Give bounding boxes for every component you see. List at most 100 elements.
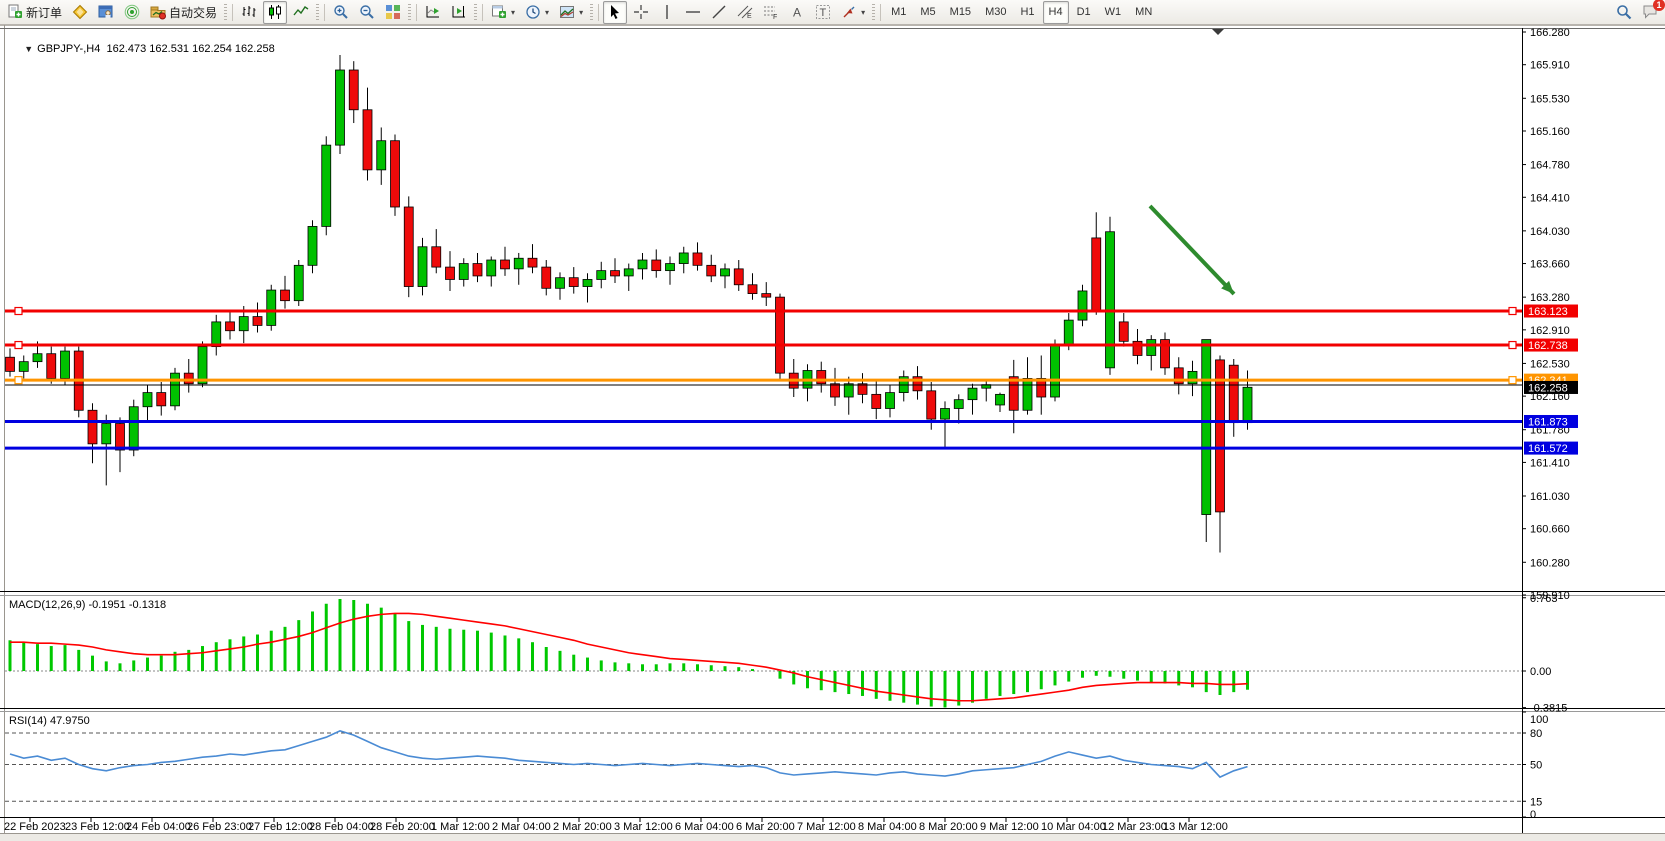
periods-button[interactable]: ▾ xyxy=(521,1,553,24)
bullish-candle xyxy=(1146,339,1157,356)
bullish-candle xyxy=(1022,378,1033,411)
new-order-button[interactable]: 新订单 xyxy=(3,1,66,24)
rsi-line xyxy=(9,730,1248,779)
toolbar-separator xyxy=(324,3,326,21)
timeframe-h1[interactable]: H1 xyxy=(1014,1,1040,24)
toolbar-group-separator xyxy=(224,3,228,21)
bullish-candle xyxy=(596,270,607,280)
timeframe-m5[interactable]: M5 xyxy=(914,1,941,24)
svg-text:F: F xyxy=(773,14,777,20)
candlestick-chart-button[interactable] xyxy=(263,0,288,24)
new-chart-button[interactable]: ▾ xyxy=(487,1,519,24)
time-tick-label: 23 Feb 12:00 xyxy=(65,821,130,833)
dropdown-caret-icon[interactable]: ▾ xyxy=(545,7,550,17)
zoom-in-button[interactable] xyxy=(329,1,353,24)
chart-title[interactable]: ▼ GBPJPY-,H4 162.473 162.531 162.254 162.… xyxy=(12,31,274,67)
horizontal-line[interactable]: 163.123 xyxy=(5,304,1578,319)
bearish-candle xyxy=(871,393,882,409)
zoom-out-button[interactable] xyxy=(355,1,379,24)
new-order-button-label: 新订单 xyxy=(26,5,63,20)
timeframe-d1[interactable]: D1 xyxy=(1071,1,1097,24)
search-button[interactable] xyxy=(1612,1,1636,24)
toolbar-group-separator xyxy=(590,3,594,21)
vertical-line-button[interactable] xyxy=(655,1,679,24)
bearish-candle xyxy=(348,69,359,111)
cursor-button[interactable] xyxy=(603,0,628,24)
price-tick-label: 164.780 xyxy=(1530,160,1570,172)
horizontal-line[interactable]: 161.873 xyxy=(5,414,1578,429)
templates-button[interactable]: ▾ xyxy=(555,1,587,24)
chart-shift-button[interactable] xyxy=(447,1,471,24)
equidistant-channel-button[interactable]: E xyxy=(733,1,757,24)
timeframe-m1[interactable]: M1 xyxy=(885,1,912,24)
timeframe-m30[interactable]: M30 xyxy=(979,1,1012,24)
crosshair-button[interactable] xyxy=(629,1,653,24)
price-line-label-box xyxy=(1524,441,1578,455)
trend-arrow-object[interactable] xyxy=(1148,204,1236,296)
macd-signal-line xyxy=(10,612,1248,702)
price-tick-label: 160.280 xyxy=(1530,557,1570,569)
clock-icon xyxy=(525,4,541,20)
auto-scroll-button[interactable] xyxy=(421,1,445,24)
timeframe-m15[interactable]: M15 xyxy=(944,1,977,24)
horizontal-line[interactable]: 161.572 xyxy=(5,441,1578,456)
macd-main-value: -0.1951 xyxy=(88,599,126,611)
trendline-button[interactable] xyxy=(707,1,731,24)
time-tick-label: 13 Mar 12:00 xyxy=(1163,821,1228,833)
dropdown-caret-icon[interactable]: ▾ xyxy=(511,7,516,17)
timeframe-mn[interactable]: MN xyxy=(1129,1,1158,24)
svg-text:T: T xyxy=(820,7,827,19)
time-tick-label: 27 Feb 12:00 xyxy=(248,821,313,833)
text-label-button[interactable]: T xyxy=(811,1,835,24)
bullish-candle xyxy=(32,353,43,363)
bearish-candle xyxy=(706,264,717,277)
toolbar-separator xyxy=(482,3,484,21)
dropdown-caret-icon[interactable]: ▾ xyxy=(861,7,866,17)
svg-text:E: E xyxy=(747,13,752,20)
arrows-icon xyxy=(841,4,857,20)
blue-panel-icon xyxy=(98,4,114,20)
bullish-candle xyxy=(486,259,497,277)
tile-windows-button[interactable] xyxy=(381,1,405,24)
chart-symbol-period: GBPJPY-,H4 xyxy=(37,43,101,55)
time-tick-label: 28 Feb 20:00 xyxy=(370,821,435,833)
text-button[interactable]: A xyxy=(785,1,809,24)
bullish-candle xyxy=(128,406,139,451)
auto-trading-button[interactable]: 自动交易 xyxy=(146,1,221,24)
bearish-candle xyxy=(252,316,263,326)
bearish-candle xyxy=(87,409,98,445)
rsi-tick-label: 50 xyxy=(1530,760,1542,772)
arrows-button[interactable]: ▾ xyxy=(837,1,869,24)
timeframe-h4[interactable]: H4 xyxy=(1042,0,1069,24)
mql-editor-button[interactable] xyxy=(68,1,92,24)
bullish-candle xyxy=(101,423,112,445)
signals-button[interactable] xyxy=(120,1,144,24)
autotrade-icon xyxy=(150,4,167,20)
timeframe-w1[interactable]: W1 xyxy=(1099,1,1128,24)
vline-icon xyxy=(659,4,675,20)
bar-chart-button[interactable] xyxy=(237,1,261,24)
chevron-down-icon[interactable]: ▼ xyxy=(24,44,34,54)
rsi-value: 47.9750 xyxy=(49,715,90,727)
bearish-candle xyxy=(403,206,414,287)
time-tick-label: 8 Mar 20:00 xyxy=(919,821,978,833)
price-tick-label: 162.530 xyxy=(1530,358,1570,370)
bearish-candle xyxy=(1118,321,1129,342)
time-tick-label: 24 Feb 04:00 xyxy=(126,821,191,833)
time-tick-label: 7 Mar 12:00 xyxy=(797,821,856,833)
fibonacci-button[interactable]: F xyxy=(759,1,783,24)
chartshift-icon xyxy=(451,4,467,20)
market-watch-button[interactable] xyxy=(94,1,118,24)
bearish-candle xyxy=(1215,359,1225,513)
dropdown-caret-icon[interactable]: ▾ xyxy=(579,7,584,17)
line-chart-button[interactable] xyxy=(289,1,313,24)
horizontal-line[interactable]: 162.738 xyxy=(5,338,1578,353)
timeframe-h1-label: H1 xyxy=(1020,6,1035,18)
bullish-candle xyxy=(197,346,208,385)
bearish-candle xyxy=(733,268,744,286)
toolbar-separator xyxy=(232,3,234,21)
chat-button[interactable]: 1 xyxy=(1638,0,1665,24)
bullish-candle xyxy=(637,259,648,270)
horizontal-line-button[interactable] xyxy=(681,1,705,24)
